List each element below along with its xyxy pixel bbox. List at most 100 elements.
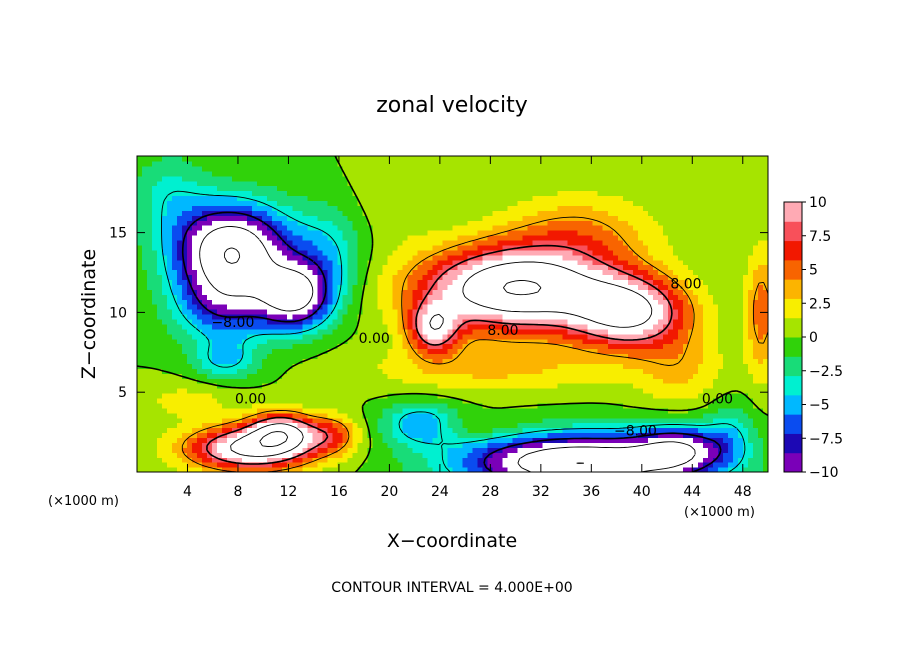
heatmap-cell xyxy=(207,467,213,472)
heatmap-cell xyxy=(482,373,489,379)
heatmap-cell xyxy=(617,378,624,384)
heatmap-cell xyxy=(627,452,634,458)
heatmap-cell xyxy=(197,452,203,458)
heatmap-cell xyxy=(657,452,664,458)
heatmap-cell xyxy=(147,462,153,468)
heatmap-cell xyxy=(172,397,178,404)
heatmap-cell xyxy=(727,358,734,364)
heatmap-cell xyxy=(362,437,368,443)
heatmap-cell xyxy=(542,318,549,325)
heatmap-cell xyxy=(732,304,739,310)
heatmap-cell xyxy=(382,363,388,369)
heatmap-cell xyxy=(477,427,484,434)
heatmap-cell xyxy=(397,388,404,394)
heatmap-cell xyxy=(422,299,429,305)
heatmap-cell xyxy=(272,467,278,472)
heatmap-cell xyxy=(317,333,323,340)
heatmap-cell xyxy=(717,338,724,345)
heatmap-cell xyxy=(642,467,649,472)
heatmap-cell xyxy=(362,422,368,429)
heatmap-cell xyxy=(417,452,424,458)
heatmap-cell xyxy=(347,279,353,285)
heatmap-cell xyxy=(352,462,358,468)
heatmap-cell xyxy=(157,353,163,360)
heatmap-cell xyxy=(362,407,368,414)
heatmap-cell xyxy=(302,274,308,281)
heatmap-cell xyxy=(282,373,288,379)
heatmap-cell xyxy=(617,437,624,443)
heatmap-cell xyxy=(437,383,444,389)
heatmap-cell xyxy=(182,447,188,453)
heatmap-cell xyxy=(517,348,524,355)
heatmap-cell xyxy=(337,304,343,310)
heatmap-cell xyxy=(702,452,709,458)
heatmap-cell xyxy=(617,333,624,340)
heatmap-cell xyxy=(307,343,313,350)
heatmap-cell xyxy=(312,437,318,443)
heatmap-cell xyxy=(247,279,253,285)
heatmap-cell xyxy=(552,437,559,443)
heatmap-cell xyxy=(497,348,504,355)
heatmap-cell xyxy=(237,274,243,281)
heatmap-cell xyxy=(227,427,233,434)
heatmap-cell xyxy=(337,467,343,472)
heatmap-cell xyxy=(312,407,318,414)
heatmap-cell xyxy=(172,432,178,439)
heatmap-cell xyxy=(562,314,569,320)
heatmap-cell xyxy=(722,452,729,458)
heatmap-cell xyxy=(247,368,253,374)
heatmap-cell xyxy=(317,368,323,374)
heatmap-cell xyxy=(742,427,749,434)
heatmap-cell xyxy=(577,279,584,285)
heatmap-cell xyxy=(347,363,353,369)
heatmap-cell xyxy=(492,304,499,310)
heatmap-cell xyxy=(332,289,338,295)
heatmap-cell xyxy=(162,343,168,350)
heatmap-cell xyxy=(547,457,554,463)
heatmap-cell xyxy=(137,437,143,443)
heatmap-cell xyxy=(647,314,654,320)
heatmap-cell xyxy=(232,457,238,463)
heatmap-cell xyxy=(482,427,489,434)
heatmap-cell xyxy=(667,363,674,369)
heatmap-cell xyxy=(487,383,494,389)
heatmap-cell xyxy=(722,422,729,429)
heatmap-cell xyxy=(262,348,268,355)
heatmap-cell xyxy=(522,412,529,419)
heatmap-cell xyxy=(552,279,559,285)
heatmap-cell xyxy=(152,348,158,355)
heatmap-cell xyxy=(757,328,764,335)
heatmap-cell xyxy=(487,304,494,310)
heatmap-cell xyxy=(202,447,208,453)
heatmap-cell xyxy=(722,417,729,424)
heatmap-cell xyxy=(352,467,358,472)
heatmap-cell xyxy=(327,328,333,335)
heatmap-cell xyxy=(747,373,754,379)
heatmap-cell xyxy=(292,368,298,374)
heatmap-cell xyxy=(427,422,434,429)
heatmap-cell xyxy=(742,462,749,468)
heatmap-cell xyxy=(732,397,739,404)
heatmap-cell xyxy=(312,328,318,335)
heatmap-cell xyxy=(572,363,579,369)
heatmap-cell xyxy=(147,318,153,325)
heatmap-cell xyxy=(462,333,469,340)
heatmap-cell xyxy=(722,373,729,379)
heatmap-cell xyxy=(702,284,709,290)
heatmap-cell xyxy=(472,353,479,360)
heatmap-cell xyxy=(522,363,529,369)
heatmap-cell xyxy=(462,353,469,360)
heatmap-cell xyxy=(587,289,594,295)
heatmap-cell xyxy=(432,274,439,281)
heatmap-cell xyxy=(222,373,228,379)
heatmap-cell xyxy=(327,462,333,468)
heatmap-cell xyxy=(272,289,278,295)
heatmap-cell xyxy=(492,358,499,364)
heatmap-cell xyxy=(637,373,644,379)
heatmap-cell xyxy=(677,363,684,369)
heatmap-cell xyxy=(142,437,148,443)
heatmap-cell xyxy=(742,304,749,310)
heatmap-cell xyxy=(312,402,318,409)
heatmap-cell xyxy=(242,437,248,443)
heatmap-cell xyxy=(422,467,429,472)
